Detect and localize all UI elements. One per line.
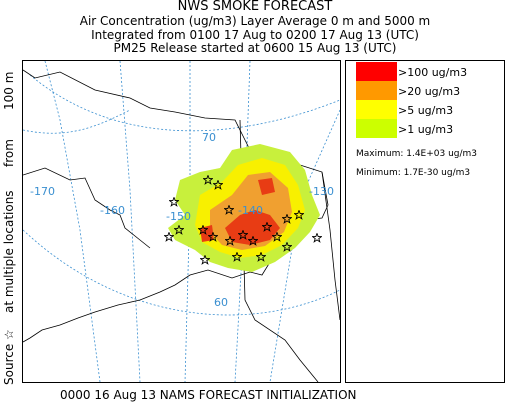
legend-label: >1 ug/m3 — [398, 123, 453, 136]
side-label: Source ☆ at multiple locations from 100 … — [2, 72, 16, 385]
legend-swatch — [356, 81, 397, 100]
map: -170 -160 -150 -140 -130 70 60 — [23, 61, 340, 382]
graticule — [29, 74, 340, 132]
graticule — [184, 61, 191, 382]
legend-swatch — [356, 119, 397, 138]
maximum: Maximum: 1.4E+03 ug/m3 — [356, 149, 477, 159]
graticule — [269, 109, 340, 382]
graticule-label: 70 — [202, 131, 216, 144]
legend-swatch — [356, 62, 397, 81]
graticule — [234, 61, 251, 382]
coastline — [321, 171, 340, 321]
side-text: Source ☆ — [2, 329, 16, 385]
plume-max — [258, 178, 275, 195]
subtitle: Integrated from 0100 17 Aug to 0200 17 A… — [91, 28, 419, 42]
graticule — [44, 61, 101, 382]
legend-swatch — [356, 100, 397, 119]
graticule-label: 60 — [214, 296, 228, 309]
side-text: from — [2, 139, 16, 167]
graticule-label: -160 — [100, 204, 125, 217]
graticule — [23, 229, 340, 316]
legend-label: >20 ug/m3 — [398, 85, 460, 98]
side-text: at multiple locations — [2, 190, 16, 313]
legend-label: >5 ug/m3 — [398, 104, 453, 117]
footer: 0000 16 Aug 13 NAMS FORECAST INITIALIZAT… — [60, 388, 357, 402]
graticule-label: -140 — [238, 204, 263, 217]
coastline — [23, 167, 151, 249]
legend-label: >100 ug/m3 — [398, 66, 467, 79]
plume-max — [200, 225, 214, 242]
subtitle: Air Concentration (ug/m3) Layer Average … — [80, 14, 431, 28]
subtitle: PM25 Release started at 0600 15 Aug 13 (… — [114, 41, 397, 55]
graticule-label: -170 — [30, 185, 55, 198]
graticule-label: -150 — [166, 210, 191, 223]
minimum: Minimum: 1.7E-30 ug/m3 — [356, 168, 470, 178]
side-text: 100 m — [2, 72, 16, 110]
graticule-label: -130 — [309, 185, 334, 198]
legend: >100 ug/m3 >20 ug/m3 >5 ug/m3 >1 ug/m3 — [356, 62, 467, 138]
title: NWS SMOKE FORECAST — [178, 0, 333, 14]
graticule — [119, 61, 141, 382]
plume-max — [225, 210, 280, 245]
graticule — [23, 109, 131, 134]
